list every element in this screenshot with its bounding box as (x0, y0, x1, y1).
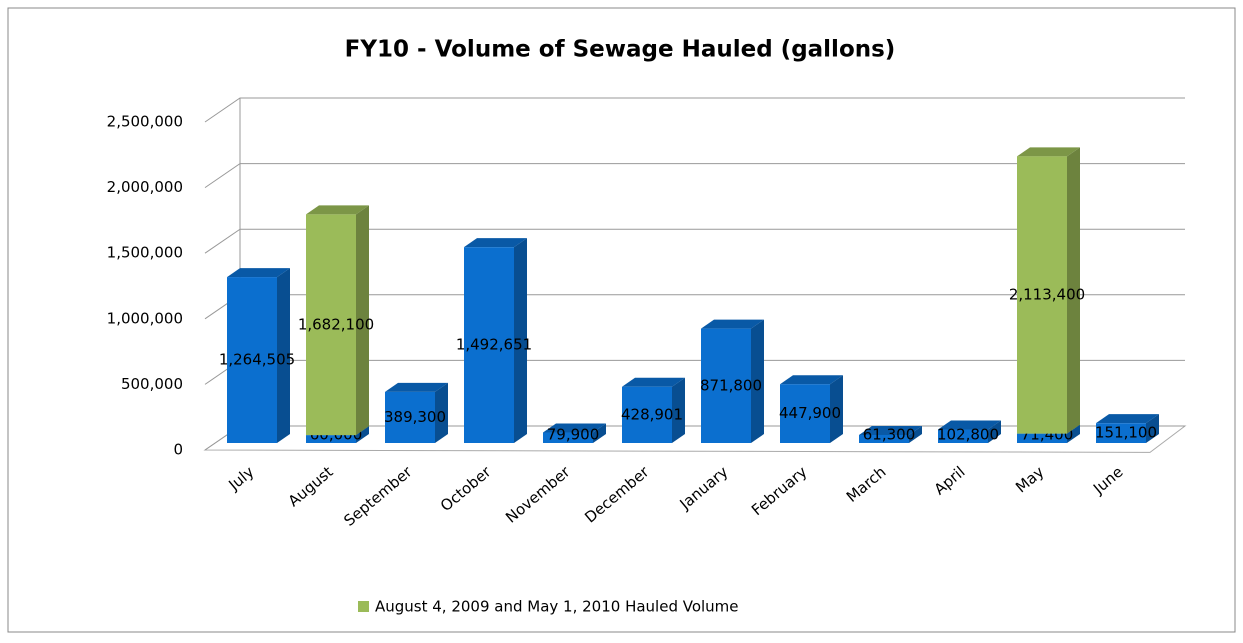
y-tick-label: 1,500,000 (107, 244, 183, 262)
bar-front (306, 214, 356, 436)
legend-swatch (358, 601, 369, 612)
bar-side (988, 420, 1001, 443)
bar (306, 205, 369, 436)
data-label: 79,900 (547, 426, 600, 444)
bar-side (435, 382, 448, 443)
bar-front (385, 391, 435, 443)
bar-top (385, 382, 448, 392)
bar (780, 375, 843, 443)
data-label: 2,113,400 (1009, 285, 1085, 303)
bar-top (227, 268, 290, 278)
bar-top (780, 375, 843, 385)
bar-top (701, 319, 764, 329)
y-tick-label: 0 (173, 441, 183, 459)
bar (385, 382, 448, 443)
bar-side (356, 205, 369, 436)
data-label: 1,264,505 (219, 351, 295, 369)
legend-label: August 4, 2009 and May 1, 2010 Hauled Vo… (375, 598, 739, 616)
data-label: 1,492,651 (456, 336, 532, 354)
y-tick-label: 2,500,000 (107, 113, 183, 131)
bar (701, 319, 764, 443)
bar (938, 420, 1001, 443)
bar-front (622, 386, 672, 443)
bar (227, 268, 290, 443)
bar-front (464, 247, 514, 443)
chart-title: FY10 - Volume of Sewage Hauled (gallons) (345, 37, 896, 63)
bar-front (1096, 423, 1146, 443)
bar-front (543, 432, 593, 443)
data-label: 871,800 (700, 376, 762, 394)
bar-top (938, 420, 1001, 430)
bar-top (543, 423, 606, 433)
y-tick-label: 1,000,000 (107, 309, 183, 327)
bar-front (1017, 156, 1067, 434)
data-label: 102,800 (937, 426, 999, 444)
bar-top (859, 425, 922, 435)
y-tick-label: 500,000 (121, 375, 183, 393)
bar-front (701, 328, 751, 443)
data-label: 389,300 (384, 408, 446, 426)
bar-front (1017, 433, 1067, 443)
bar-front (227, 277, 277, 443)
bar-side (1067, 147, 1080, 434)
bar-side (514, 238, 527, 443)
bar (859, 425, 922, 443)
bar (622, 377, 685, 443)
data-label: 447,900 (779, 404, 841, 422)
bar-side (830, 375, 843, 443)
bar (1017, 147, 1080, 434)
data-label: 428,901 (621, 405, 683, 423)
bar (1096, 414, 1159, 443)
bar-top (306, 205, 369, 215)
bar-side (751, 319, 764, 443)
data-label: 1,682,100 (298, 315, 374, 333)
data-label: 151,100 (1095, 424, 1157, 442)
bar-side (356, 426, 369, 443)
bar-side (909, 425, 922, 443)
bar-side (672, 377, 685, 443)
bar-side (277, 268, 290, 443)
bar-top (622, 377, 685, 387)
bar-top (1017, 147, 1080, 157)
y-tick-label: 2,000,000 (107, 178, 183, 196)
bar-side (593, 423, 606, 443)
bar-front (938, 429, 988, 443)
bar-side (1146, 414, 1159, 443)
bar (464, 238, 527, 443)
bar-top (464, 238, 527, 248)
data-label: 61,300 (863, 426, 916, 444)
bar-front (306, 435, 356, 443)
bar-front (859, 434, 909, 443)
bar (543, 423, 606, 443)
bar-top (1096, 414, 1159, 424)
bar-side (1067, 424, 1080, 443)
bar-front (780, 384, 830, 443)
